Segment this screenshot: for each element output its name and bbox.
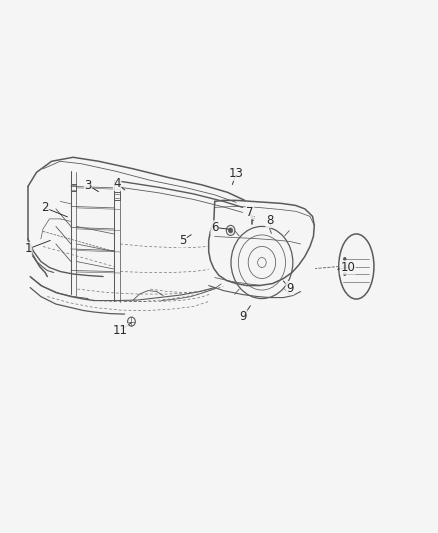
Text: 9: 9 (286, 281, 293, 295)
Text: 11: 11 (113, 324, 128, 337)
Circle shape (343, 257, 346, 261)
Text: 13: 13 (229, 167, 244, 180)
Text: 7: 7 (246, 206, 254, 219)
Circle shape (343, 264, 346, 269)
Circle shape (229, 228, 233, 233)
Text: 8: 8 (266, 214, 273, 228)
Text: 4: 4 (113, 177, 121, 190)
Text: 10: 10 (340, 261, 355, 274)
Text: 9: 9 (239, 310, 247, 323)
Text: 3: 3 (85, 179, 92, 192)
Text: 2: 2 (42, 201, 49, 214)
Text: 5: 5 (179, 234, 186, 247)
Text: 6: 6 (211, 221, 219, 234)
Text: 1: 1 (24, 243, 32, 255)
Circle shape (343, 272, 346, 276)
